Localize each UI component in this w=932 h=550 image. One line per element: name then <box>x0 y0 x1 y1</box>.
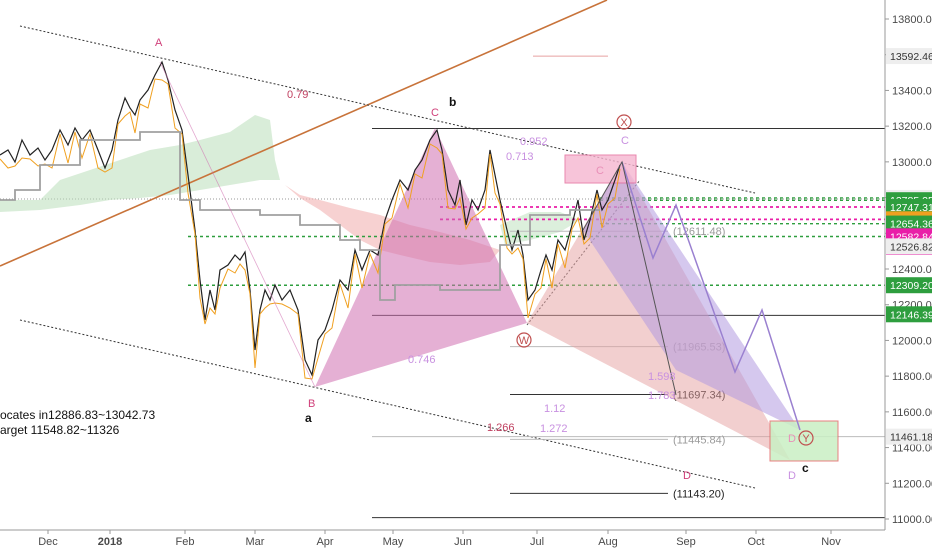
price-tag-label: 12526.82 <box>890 241 932 253</box>
pattern-label-A: A <box>155 37 163 49</box>
target-box-lower <box>769 420 839 462</box>
price-tag <box>886 215 932 232</box>
pattern-label-D: D <box>683 470 691 482</box>
annotations: A B C D C D C Da b c X W Y 0.79 0.746 0.713 0.952 1.12 1.2… <box>155 37 814 482</box>
time-tick-label: Nov <box>821 536 841 548</box>
price-tag <box>886 277 932 294</box>
price-tag <box>886 428 932 445</box>
pattern-label-D2: D <box>788 470 796 482</box>
wave-label-c: c <box>802 461 809 475</box>
ratio-label: 0.713 <box>506 151 534 163</box>
level-value-label: (11445.84) <box>673 434 725 446</box>
harmonic-patterns <box>315 128 839 462</box>
time-tick-label: Apr <box>316 536 333 548</box>
price-tick-label: 11600.00 <box>892 407 932 419</box>
pattern-label-D3: D <box>788 433 796 445</box>
pattern-label-C2: C <box>621 135 629 147</box>
time-tick-label: May <box>383 536 404 548</box>
pattern-label-C3: C <box>596 165 604 177</box>
time-tick-label: Mar <box>246 536 265 548</box>
cloud-bull-region <box>0 115 280 212</box>
leg-xa <box>159 61 316 388</box>
price-tag-label: 13592.46 <box>890 51 932 63</box>
price-tag <box>886 198 932 215</box>
price-axis[interactable]: 11000.00 11200.00 11400.00 11600.00 11800.00… <box>884 0 932 550</box>
projection-paths <box>159 61 801 431</box>
circle-label-x: X <box>620 117 628 129</box>
price-tick-label: 13800.00 <box>892 14 932 26</box>
ratio-label: 1.272 <box>540 423 568 435</box>
price-tag <box>886 48 932 65</box>
harmonic-triangle-1 <box>315 128 527 387</box>
price-tick-label: 13000.00 <box>892 157 932 169</box>
price-tag <box>886 238 932 255</box>
price-tick-label: 13400.00 <box>892 85 932 97</box>
price-tick-label: 11800.00 <box>892 371 932 383</box>
level-value-label: (11143.20) <box>673 488 725 500</box>
price-axis-bg <box>885 0 932 550</box>
price-tick-label: 12400.00 <box>892 264 932 276</box>
ratio-label: 1.266 <box>487 422 515 434</box>
time-tick-label: Sep <box>676 536 696 548</box>
ratio-label: 1.12 <box>544 403 565 415</box>
kijun-line <box>0 131 600 301</box>
level-value-label: (12611.48) <box>673 226 725 238</box>
ratio-label: 1.598 <box>648 371 676 383</box>
time-tick-label: Oct <box>747 536 764 548</box>
tenkan-line <box>0 78 621 380</box>
price-tag-label: 12654.36 <box>890 219 932 231</box>
ratio-label: 0.746 <box>408 354 436 366</box>
price-tick-label: 11400.00 <box>892 443 932 455</box>
price-line <box>0 60 621 377</box>
note-line-2: arget 11548.82~11326 <box>0 423 120 437</box>
price-lines <box>0 60 621 380</box>
circle-label-ring <box>516 332 532 348</box>
time-tick-label: Jul <box>530 536 544 548</box>
orange-channel-line <box>0 0 608 267</box>
price-tag-label: 11461.18 <box>890 432 932 444</box>
circle-label-y: Y <box>802 433 810 445</box>
time-tick-label: Feb <box>176 536 195 548</box>
lower-channel-line <box>19 319 756 489</box>
wave-label-b: b <box>449 95 456 109</box>
price-tick-label: 11000.00 <box>892 514 932 526</box>
time-axis-bg <box>0 530 885 550</box>
pattern-label-B: B <box>308 398 315 410</box>
projection-drop <box>582 160 677 396</box>
price-tick-label: 12000.00 <box>892 335 932 347</box>
note-line-1: ocates in12886.83~13042.73 <box>0 408 156 422</box>
wave-label-a: a <box>305 411 312 425</box>
pattern-label-C: C <box>431 107 439 119</box>
ratio-label: 0.952 <box>520 136 548 148</box>
price-tag-label: 12146.39 <box>890 309 932 321</box>
ratio-label: 1.783 <box>648 390 676 402</box>
time-tick-label: Aug <box>598 536 618 548</box>
circle-label-ring <box>616 114 632 130</box>
time-tick-label: Jun <box>454 536 472 548</box>
price-tag <box>886 306 932 323</box>
price-tick-label: 13200.00 <box>892 121 932 133</box>
price-tags: 13592.4612798.2012785.2512747.3112678.17… <box>886 48 932 445</box>
price-tag-label: 12309.20 <box>890 280 932 292</box>
price-tag-label: 12747.31 <box>890 202 932 214</box>
time-tick-label: Dec <box>38 536 58 548</box>
time-axis[interactable]: Dec 2018 Feb Mar Apr May Jun Jul Aug Sep Oct Nov <box>0 529 885 550</box>
circle-label-ring <box>798 430 814 446</box>
notes-block: ocates in12886.83~13042.73 arget 11548.8… <box>0 408 155 438</box>
circle-label-w: W <box>519 335 530 347</box>
projection-zigzag <box>621 161 801 431</box>
ratio-label: 0.79 <box>287 89 308 101</box>
time-tick-label: 2018 <box>98 536 122 548</box>
price-tick-label: 11200.00 <box>892 478 932 490</box>
